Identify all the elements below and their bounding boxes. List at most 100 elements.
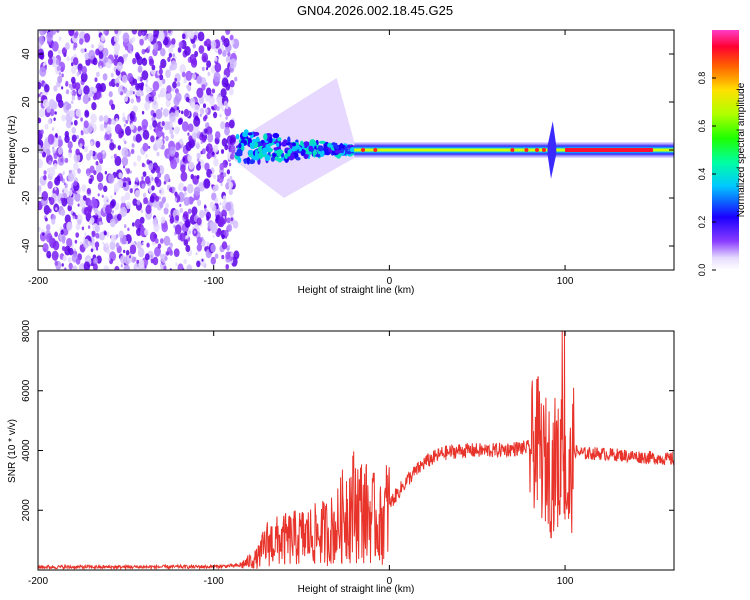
noise-speckle — [140, 209, 144, 213]
noise-speckle — [221, 234, 225, 240]
spectrogram-x-tick-label: -200 — [28, 276, 48, 287]
noise-speckle — [225, 116, 228, 120]
noise-speckle — [144, 253, 150, 261]
noise-speckle — [52, 148, 56, 154]
noise-speckle — [217, 48, 222, 55]
noise-speckle — [51, 250, 59, 261]
noise-speckle — [177, 118, 183, 125]
noise-speckle — [137, 247, 145, 258]
noise-speckle — [48, 57, 53, 66]
track-onset-blob — [262, 147, 269, 153]
noise-speckle — [187, 154, 193, 162]
noise-speckle — [59, 226, 63, 231]
noise-speckle — [126, 201, 131, 210]
noise-speckle — [201, 84, 206, 91]
noise-speckle — [219, 162, 225, 171]
noise-speckle — [210, 173, 213, 177]
spectrogram-y-tick-label: -40 — [21, 238, 32, 253]
noise-speckle — [131, 36, 136, 43]
track-onset-blob — [280, 141, 288, 147]
track-onset-blob — [291, 142, 296, 147]
noise-speckle — [96, 247, 99, 251]
track-onset-blob — [252, 138, 257, 143]
noise-speckle — [205, 108, 209, 114]
noise-speckle — [115, 118, 119, 122]
noise-speckle — [139, 85, 143, 91]
noise-speckle — [152, 81, 160, 91]
snr-x-ticks: -200 -100 0 100 — [28, 331, 574, 587]
noise-speckle — [195, 252, 198, 256]
noise-speckle — [124, 140, 127, 145]
noise-speckle — [228, 119, 235, 129]
track-onset-blob — [303, 141, 310, 147]
noise-speckle — [159, 189, 162, 194]
noise-speckle — [180, 164, 186, 173]
snr-y-tick-label: 6000 — [21, 379, 32, 402]
noise-speckle — [179, 203, 182, 208]
noise-speckle — [38, 144, 42, 154]
noise-speckle — [187, 183, 194, 194]
noise-speckle — [92, 263, 98, 270]
noise-speckle — [189, 53, 197, 64]
snr-panel: -200 -100 0 100 2000 4000 6000 8000 Height of … — [7, 319, 675, 595]
noise-speckle — [132, 91, 135, 95]
noise-speckle — [62, 255, 67, 262]
noise-speckle — [90, 141, 93, 146]
noise-speckle — [210, 40, 217, 50]
noise-speckle — [234, 76, 238, 82]
track-onset-blob — [277, 137, 282, 142]
track-onset-blob — [237, 157, 242, 164]
noise-speckle — [122, 182, 127, 188]
noise-speckle — [66, 196, 73, 205]
noise-speckle — [183, 239, 189, 246]
noise-speckle — [151, 185, 155, 191]
noise-speckle — [94, 77, 98, 82]
noise-speckle — [96, 172, 104, 183]
noise-speckle — [225, 202, 232, 212]
snr-x-tick-label: 0 — [387, 576, 393, 587]
noise-speckle — [170, 159, 178, 170]
noise-speckle — [113, 48, 119, 56]
noise-speckle — [150, 254, 153, 258]
noise-speckle — [213, 174, 216, 180]
noise-speckle — [153, 42, 159, 51]
noise-speckle — [159, 201, 164, 209]
track-onset-blob — [249, 142, 256, 147]
noise-speckle — [79, 38, 84, 45]
spectrogram-x-tick-label: 0 — [387, 276, 393, 287]
noise-speckle — [193, 186, 201, 196]
track-knot — [524, 148, 529, 152]
noise-speckle — [95, 161, 99, 166]
noise-speckle — [221, 77, 229, 88]
noise-speckle — [206, 60, 212, 68]
noise-speckle — [43, 170, 47, 175]
noise-speckle — [204, 162, 210, 171]
spectrogram-x-tick-label: -100 — [204, 276, 224, 287]
noise-speckle — [228, 188, 233, 196]
snr-y-tick-label: 2000 — [21, 499, 32, 522]
noise-speckle — [210, 243, 216, 253]
noise-speckle — [162, 108, 169, 117]
noise-speckle — [185, 244, 191, 252]
noise-speckle — [77, 63, 83, 72]
noise-speckle — [86, 172, 90, 177]
noise-speckle — [79, 241, 83, 245]
noise-speckle — [150, 258, 154, 264]
noise-speckle — [199, 209, 205, 219]
noise-speckle — [148, 163, 154, 171]
colorbar: 0.0 0.2 0.4 0.6 0.8 Normalized spectral ampl… — [697, 30, 747, 276]
track-spike — [547, 121, 557, 179]
noise-speckle — [174, 88, 179, 94]
noise-speckle — [222, 206, 225, 210]
spectrogram-y-ticks: -40 -20 0 20 40 — [21, 48, 674, 253]
noise-speckle — [229, 134, 237, 145]
noise-speckle — [66, 237, 73, 248]
snr-x-tick-label: -100 — [204, 576, 224, 587]
spectrogram-y-tick-label: 0 — [21, 147, 32, 153]
snr-x-tick-label: 100 — [557, 576, 574, 587]
noise-speckle — [58, 72, 62, 76]
noise-speckle — [89, 149, 94, 157]
spectrogram-y-label: Frequency (Hz) — [7, 116, 18, 185]
noise-speckle — [102, 73, 108, 81]
